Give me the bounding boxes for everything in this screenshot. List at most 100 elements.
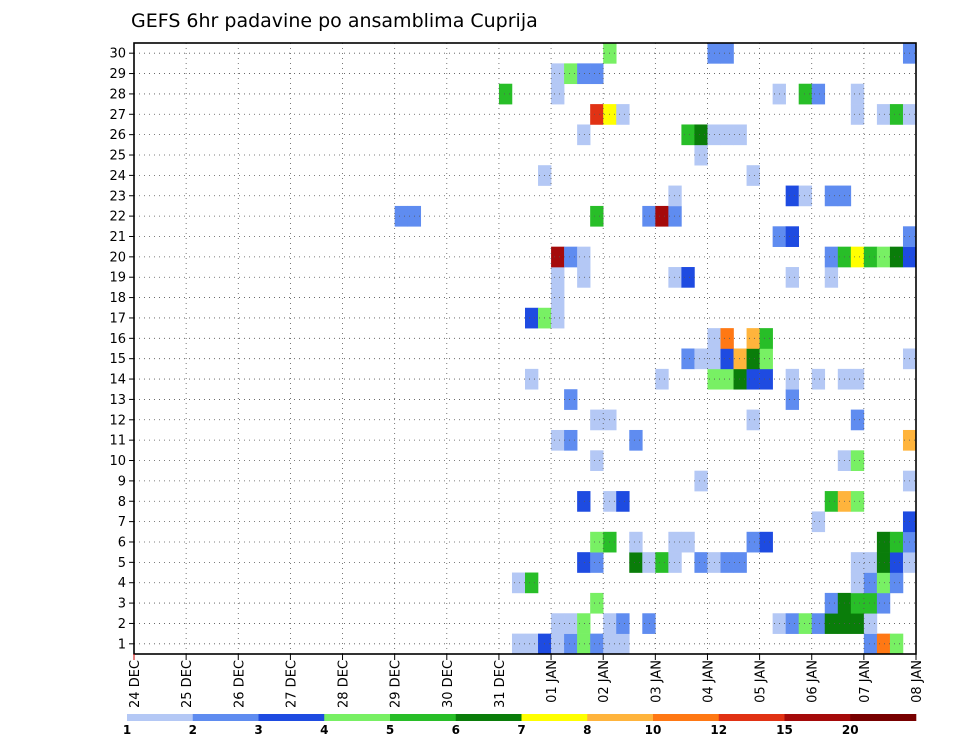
y-tick-label: 25 [109, 149, 126, 164]
precip-cell [590, 205, 604, 227]
y-tick-label: 8 [118, 495, 126, 510]
precip-cell [720, 43, 734, 64]
precip-cell [824, 185, 839, 207]
precip-cell [863, 572, 878, 594]
precip-cell [525, 368, 539, 390]
precip-cell [785, 368, 799, 390]
precip-cell [668, 205, 682, 227]
y-tick-label: 15 [109, 352, 126, 367]
precip-cell [564, 633, 578, 655]
precip-cell [551, 429, 565, 451]
x-tick-label: 30 DEC [441, 660, 456, 708]
precip-cell [876, 104, 891, 125]
precip-cell [876, 633, 891, 655]
precip-cell [551, 63, 565, 85]
precip-cell [564, 429, 578, 451]
precip-cell [590, 409, 604, 431]
plot-frame [133, 42, 917, 655]
precip-cell [629, 429, 643, 451]
y-tick-label: 11 [109, 434, 126, 449]
precip-cell [759, 348, 773, 370]
precip-cell [616, 104, 630, 125]
precip-cell [642, 552, 656, 573]
precip-cell [759, 368, 773, 390]
y-tick-label: 23 [109, 189, 126, 204]
precip-cell [590, 633, 604, 655]
y-tick-label: 9 [118, 474, 126, 489]
precip-cell [889, 552, 904, 573]
precip-cell [863, 633, 878, 655]
precip-cell [551, 613, 565, 634]
precip-cell [511, 572, 526, 594]
precip-cell [876, 246, 891, 268]
legend-label: 6 [452, 723, 460, 737]
precip-cell [668, 552, 682, 573]
x-tick-label: 31 DEC [493, 660, 508, 708]
precip-cell [824, 491, 839, 512]
y-tick-label: 17 [109, 311, 126, 326]
precip-cell [655, 552, 669, 573]
precip-cell [642, 613, 656, 634]
legend-label: 5 [386, 723, 394, 737]
precip-cell [590, 63, 604, 85]
y-axis: 1234567891011121314151617181920212223242… [109, 47, 134, 652]
precip-cell [564, 246, 578, 268]
y-tick-label: 12 [109, 413, 126, 428]
precip-cell [694, 552, 708, 573]
y-tick-label: 19 [109, 271, 126, 286]
precip-cell [551, 307, 565, 329]
legend-swatch [784, 714, 851, 721]
precip-cell [746, 165, 760, 186]
legend-label: 12 [710, 723, 727, 737]
precip-cell [577, 552, 591, 573]
x-tick-label: 25 DEC [180, 660, 195, 708]
legend-label: 8 [583, 723, 591, 737]
precip-cell [824, 613, 839, 634]
precip-cell [577, 124, 591, 146]
precip-cell [733, 348, 747, 370]
precip-cell [577, 613, 591, 634]
precip-cell [811, 368, 826, 390]
legend-swatch [455, 714, 522, 721]
precip-cell [694, 348, 708, 370]
y-tick-label: 21 [109, 230, 126, 245]
precip-cell [850, 592, 865, 614]
legend-label: 1 [123, 723, 131, 737]
precip-cell [863, 246, 878, 268]
precip-cell [720, 368, 734, 390]
precip-cell [733, 124, 747, 146]
precip-cell [850, 246, 865, 268]
precip-cell [642, 205, 656, 227]
precip-cell [850, 104, 865, 125]
precip-cell [577, 633, 591, 655]
precip-cell [746, 348, 760, 370]
precip-cell [876, 552, 891, 573]
legend-label: 20 [842, 723, 859, 737]
precip-cell [824, 267, 839, 288]
precip-cell [785, 226, 799, 247]
x-tick-label: 28 DEC [337, 660, 352, 708]
legend-swatch [587, 714, 654, 721]
y-tick-label: 27 [109, 108, 126, 123]
precip-cell [889, 531, 904, 553]
y-tick-label: 20 [109, 250, 126, 265]
precip-cell [590, 104, 604, 125]
legend-label: 3 [254, 723, 262, 737]
precip-cell [889, 104, 904, 125]
precip-cell [525, 633, 539, 655]
precip-cell [733, 552, 747, 573]
x-tick-label: 04 JAN [701, 660, 716, 703]
precip-cell [811, 83, 826, 105]
precip-cell [681, 531, 695, 553]
x-tick-label: 01 JAN [545, 660, 560, 703]
y-tick-label: 6 [118, 535, 126, 550]
precip-cell [863, 552, 878, 573]
precip-cell [668, 267, 682, 288]
legend-label: 7 [517, 723, 525, 737]
precip-cell [564, 613, 578, 634]
y-tick-label: 28 [109, 87, 126, 102]
precip-cell [629, 552, 643, 573]
legend-label: 10 [645, 723, 662, 737]
precip-cell [798, 83, 813, 105]
precip-cell [564, 63, 578, 85]
